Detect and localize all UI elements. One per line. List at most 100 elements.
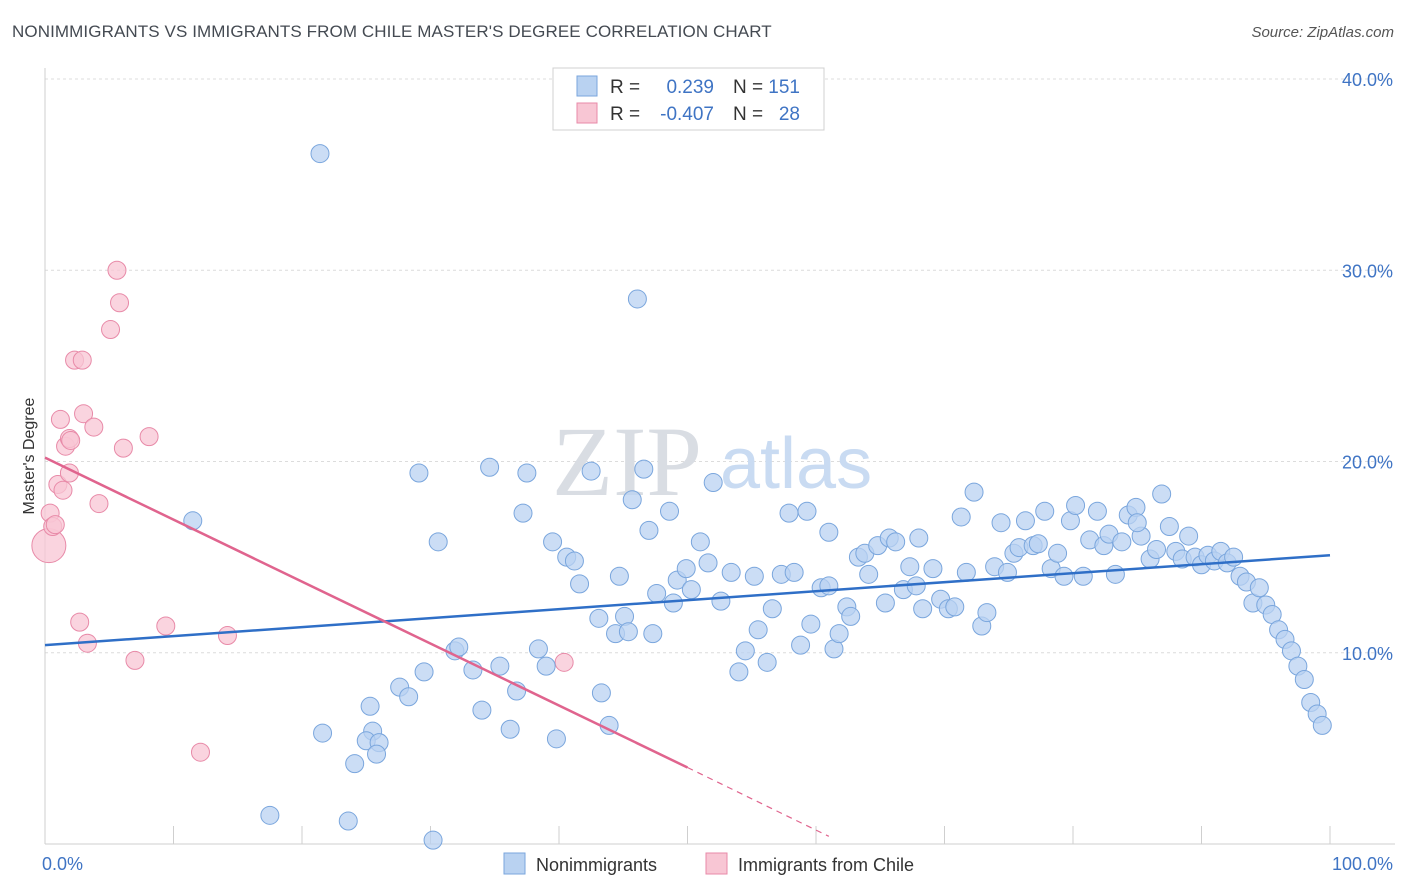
- point-nonimmigrants: [1066, 495, 1086, 515]
- legend-n-label-2: N =: [733, 104, 763, 125]
- point-nonimmigrants: [546, 729, 566, 749]
- point-nonimmigrants: [528, 639, 548, 659]
- point-nonimmigrants: [913, 599, 933, 619]
- x-tick-label-0: 0.0%: [42, 854, 83, 874]
- point-immigrants-chile: [84, 417, 104, 437]
- point-nonimmigrants: [643, 624, 663, 644]
- point-nonimmigrants: [690, 532, 710, 552]
- bottom-legend: Nonimmigrants Immigrants from Chile: [503, 852, 914, 875]
- point-nonimmigrants: [1312, 715, 1332, 735]
- point-nonimmigrants: [1112, 532, 1132, 552]
- chart-title: NONIMMIGRANTS VS IMMIGRANTS FROM CHILE M…: [12, 22, 772, 41]
- point-nonimmigrants: [1152, 484, 1172, 504]
- point-nonimmigrants: [622, 490, 642, 510]
- point-immigrants-chile: [74, 404, 94, 424]
- legend-swatch-nonimmigrants: [576, 75, 598, 97]
- point-nonimmigrants: [591, 683, 611, 703]
- point-immigrants-chile: [89, 494, 109, 514]
- point-nonimmigrants: [735, 641, 755, 661]
- point-immigrants-chile: [139, 427, 159, 447]
- point-immigrants-chile: [72, 350, 92, 370]
- y-axis-title: Master's Degree: [21, 397, 38, 514]
- watermark-atlas: atlas: [720, 424, 872, 504]
- point-nonimmigrants: [819, 576, 839, 596]
- point-immigrants-chile: [217, 626, 237, 646]
- legend-r-label-1: R =: [610, 77, 640, 98]
- bottom-legend-swatch-immigrants-chile: [705, 852, 728, 875]
- point-nonimmigrants: [1015, 511, 1035, 531]
- point-nonimmigrants: [513, 503, 533, 523]
- point-nonimmigrants: [543, 532, 563, 552]
- point-nonimmigrants: [1054, 566, 1074, 586]
- point-nonimmigrants: [345, 754, 365, 774]
- legend-r-value-2: -0.407: [660, 104, 714, 125]
- point-nonimmigrants: [797, 501, 817, 521]
- point-immigrants-chile: [107, 260, 127, 280]
- point-nonimmigrants: [900, 557, 920, 577]
- point-nonimmigrants: [703, 473, 723, 493]
- point-nonimmigrants: [536, 656, 556, 676]
- point-nonimmigrants: [681, 580, 701, 600]
- trend-lines: [44, 456, 1331, 837]
- legend-n-value-2: 28: [779, 104, 800, 125]
- point-nonimmigrants: [676, 559, 696, 579]
- point-immigrants-chile: [125, 650, 145, 670]
- point-nonimmigrants: [367, 744, 387, 764]
- point-nonimmigrants: [609, 566, 629, 586]
- point-nonimmigrants: [711, 591, 731, 611]
- y-tick-label-1: 20.0%: [1342, 453, 1393, 473]
- point-nonimmigrants: [875, 593, 895, 613]
- point-nonimmigrants: [1127, 513, 1147, 533]
- point-nonimmigrants: [423, 830, 443, 850]
- point-nonimmigrants: [791, 635, 811, 655]
- legend-swatch-immigrants-chile: [576, 102, 598, 124]
- point-nonimmigrants: [1147, 539, 1167, 559]
- legend-n-label-1: N =: [733, 77, 763, 98]
- point-nonimmigrants: [1249, 578, 1269, 598]
- point-nonimmigrants: [500, 719, 520, 739]
- point-nonimmigrants: [472, 700, 492, 720]
- point-nonimmigrants: [570, 574, 590, 594]
- point-nonimmigrants: [1048, 543, 1068, 563]
- legend-n-value-1: 151: [768, 77, 800, 98]
- point-nonimmigrants: [618, 622, 638, 642]
- point-nonimmigrants: [923, 559, 943, 579]
- point-nonimmigrants: [589, 608, 609, 628]
- point-nonimmigrants: [313, 723, 333, 743]
- point-nonimmigrants: [757, 652, 777, 672]
- axes-layer: [44, 68, 1395, 845]
- trendline-immigrants-chile: [44, 456, 689, 769]
- point-nonimmigrants: [801, 614, 821, 634]
- y-tick-label-3: 40.0%: [1342, 70, 1393, 90]
- point-nonimmigrants: [698, 553, 718, 573]
- bottom-legend-swatch-nonimmigrants: [503, 852, 526, 875]
- point-nonimmigrants: [1294, 670, 1314, 690]
- point-nonimmigrants: [744, 566, 764, 586]
- y-tick-label-2: 30.0%: [1342, 261, 1393, 281]
- point-immigrants-chile: [113, 438, 133, 458]
- point-nonimmigrants: [399, 687, 419, 707]
- point-immigrants-chile: [50, 409, 70, 429]
- bottom-legend-label-immigrants-chile: Immigrants from Chile: [738, 855, 914, 875]
- top-legend: R = 0.239 N = 151 R = -0.407 N = 28: [552, 67, 825, 131]
- nonimmigrants-points: [183, 144, 1332, 850]
- point-nonimmigrants: [951, 507, 971, 527]
- point-nonimmigrants: [977, 603, 997, 623]
- point-immigrants-chile: [156, 616, 176, 636]
- point-nonimmigrants: [564, 551, 584, 571]
- point-immigrants-chile: [190, 742, 210, 762]
- point-nonimmigrants: [490, 656, 510, 676]
- legend-r-value-1: 0.239: [666, 77, 714, 98]
- point-immigrants-chile: [70, 612, 90, 632]
- point-nonimmigrants: [859, 564, 879, 584]
- point-nonimmigrants: [729, 662, 749, 682]
- tick-labels: 10.0% 20.0% 30.0% 40.0% 0.0% 100.0%: [42, 70, 1393, 874]
- point-nonimmigrants: [748, 620, 768, 640]
- point-nonimmigrants: [647, 583, 667, 603]
- point-nonimmigrants: [663, 593, 683, 613]
- point-nonimmigrants: [956, 562, 976, 582]
- point-nonimmigrants: [627, 289, 647, 309]
- y-tick-label-0: 10.0%: [1342, 644, 1393, 664]
- point-nonimmigrants: [639, 520, 659, 540]
- point-nonimmigrants: [909, 528, 929, 548]
